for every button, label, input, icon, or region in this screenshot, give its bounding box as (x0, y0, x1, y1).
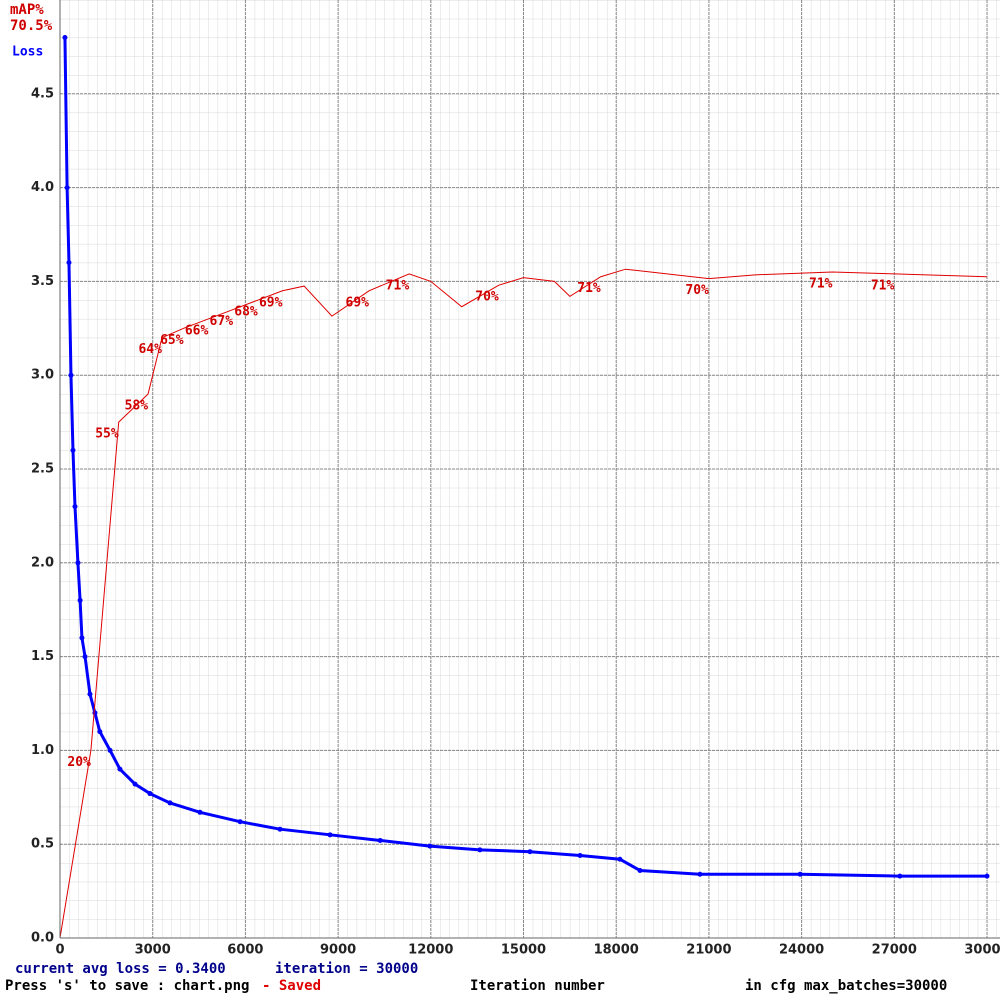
loss-point (62, 35, 68, 41)
loss-point (117, 766, 123, 772)
x-tick-label: 18000 (594, 943, 639, 958)
loss-point (237, 819, 243, 825)
loss-point (167, 800, 173, 806)
loss-point (637, 867, 643, 873)
y-tick-label: 1.0 (31, 743, 54, 758)
map-label: 70% (685, 283, 709, 298)
x-tick-label: 21000 (686, 943, 731, 958)
map-label: 69% (259, 295, 283, 310)
loss-point (697, 871, 703, 877)
map-label: 71% (871, 278, 895, 293)
save-text: Press 's' to save : chart.png (5, 978, 249, 994)
loss-point (70, 447, 76, 453)
loss-point (197, 809, 203, 815)
map-label: 69% (346, 295, 370, 310)
loss-point (64, 185, 70, 191)
map-label: 70% (475, 290, 499, 305)
map-legend: mAP% (10, 2, 44, 18)
map-label: 55% (95, 427, 119, 442)
loss-point (87, 691, 93, 697)
loss-point (984, 873, 990, 879)
map-line (60, 268, 988, 938)
plot-area (60, 35, 990, 938)
map-label: 71% (386, 278, 410, 293)
y-tick-label: 4.0 (31, 180, 54, 195)
loss-point (617, 856, 623, 862)
x-tick-label: 30000 (964, 943, 1000, 958)
loss-point (427, 843, 433, 849)
loss-point (107, 747, 113, 753)
y-tick-label: 0.0 (31, 931, 54, 946)
current-map: 70.5% (10, 18, 53, 34)
map-label: 58% (125, 398, 149, 413)
loss-point (79, 635, 85, 641)
loss-point (377, 837, 383, 843)
map-label: 68% (234, 305, 258, 320)
map-label: 65% (160, 333, 184, 348)
map-label: 66% (185, 323, 209, 338)
x-tick-label: 9000 (320, 943, 356, 958)
x-tick-label: 0 (55, 943, 64, 958)
loss-point (77, 597, 83, 603)
y-tick-label: 2.0 (31, 555, 54, 570)
x-tick-label: 27000 (872, 943, 917, 958)
status-loss: current avg loss = 0.3400 (15, 961, 226, 977)
loss-point (897, 873, 903, 879)
loss-point (577, 852, 583, 858)
loss-point (75, 560, 81, 566)
y-tick-label: 3.0 (31, 368, 54, 383)
labels: 0.0 0.5 1.0 1.5 2.0 2.5 3.0 3.5 4.0 4.5 0 3000 6000 9… (31, 86, 1000, 957)
status-iteration: iteration = 30000 (275, 961, 418, 977)
y-tick-label: 2.5 (31, 462, 54, 477)
x-axis-title: Iteration number (470, 978, 605, 994)
map-label: 64% (138, 342, 162, 357)
saved-text: - Saved (262, 978, 321, 994)
loss-point (97, 729, 103, 735)
map-label: 67% (210, 314, 234, 329)
loss-point (68, 372, 74, 378)
y-tick-label: 1.5 (31, 649, 54, 664)
loss-point (132, 781, 138, 787)
loss-point (277, 826, 283, 832)
loss-point (92, 710, 98, 716)
loss-point (527, 849, 533, 855)
loss-point (147, 791, 153, 797)
loss-legend: Loss (12, 45, 43, 60)
loss-point (82, 654, 88, 660)
loss-point (477, 847, 483, 853)
loss-point (66, 260, 72, 266)
max-batches: in cfg max_batches=30000 (745, 978, 947, 994)
map-label: 71% (577, 281, 601, 296)
map-label: 71% (809, 277, 833, 292)
y-tick-label: 0.5 (31, 837, 54, 852)
x-tick-label: 12000 (408, 943, 453, 958)
x-tick-label: 3000 (135, 943, 171, 958)
loss-point (797, 871, 803, 877)
x-tick-label: 24000 (779, 943, 824, 958)
loss-point (327, 832, 333, 838)
x-tick-label: 6000 (227, 943, 263, 958)
loss-point (72, 504, 78, 510)
y-tick-label: 4.5 (31, 86, 54, 101)
y-tick-label: 3.5 (31, 274, 54, 289)
map-label: 20% (67, 755, 91, 770)
x-tick-label: 15000 (501, 943, 546, 958)
